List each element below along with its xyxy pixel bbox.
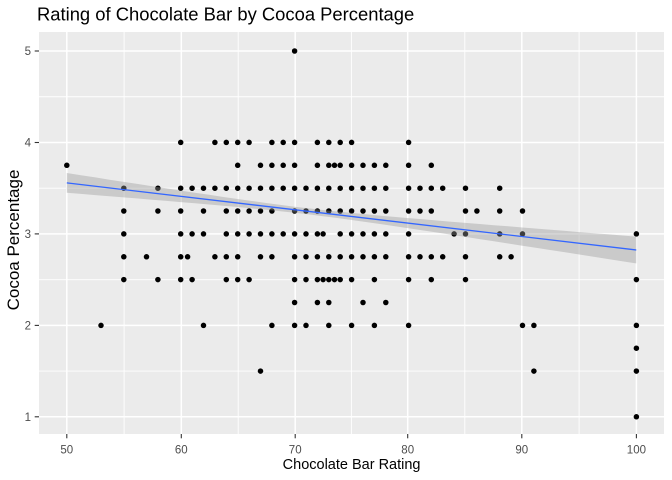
svg-text:70: 70	[289, 445, 302, 457]
svg-text:2: 2	[25, 321, 31, 333]
svg-text:Rating of Chocolate Bar by Coc: Rating of Chocolate Bar by Cocoa Percent…	[37, 4, 414, 25]
svg-text:90: 90	[515, 445, 528, 457]
svg-text:Cocoa Percentage: Cocoa Percentage	[4, 170, 23, 311]
svg-text:1: 1	[25, 412, 31, 424]
svg-text:Chocolate Bar Rating: Chocolate Bar Rating	[283, 457, 421, 473]
svg-text:80: 80	[401, 445, 414, 457]
svg-text:50: 50	[60, 445, 73, 457]
svg-text:60: 60	[175, 445, 188, 457]
svg-text:100: 100	[627, 445, 646, 457]
svg-text:5: 5	[25, 46, 31, 58]
svg-text:3: 3	[25, 229, 31, 241]
svg-text:4: 4	[25, 138, 32, 150]
